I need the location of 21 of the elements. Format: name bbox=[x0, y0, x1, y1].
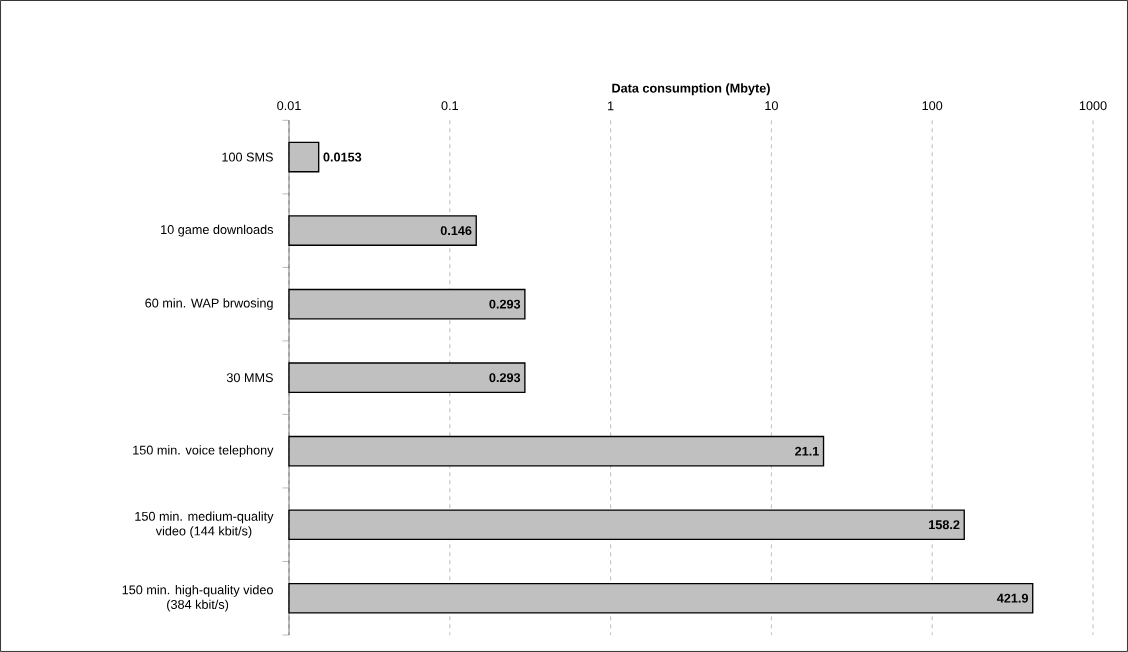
x-tick-label: 10 bbox=[765, 101, 778, 111]
data-label: 0.293 bbox=[489, 373, 521, 383]
y-tick-label: 60 min. WAP brwosing bbox=[145, 298, 273, 311]
x-tick-label: 1 bbox=[608, 101, 614, 111]
y-tick-label: 10 game downloads bbox=[161, 224, 274, 237]
y-tick-label: 150 min. high-quality video (384 kbit/s) bbox=[122, 585, 273, 612]
x-tick-label: 100 bbox=[922, 101, 943, 111]
x-tick-label: 0.01 bbox=[277, 101, 301, 111]
y-tick-label: 150 min. voice telephony bbox=[133, 445, 274, 458]
y-tick-label: 30 MMS bbox=[226, 373, 273, 383]
x-tick-label: 1000 bbox=[1079, 101, 1107, 111]
data-label: 0.146 bbox=[440, 226, 472, 236]
data-label: 21.1 bbox=[795, 446, 819, 456]
x-tick-label: 0.1 bbox=[441, 101, 458, 111]
data-label: 0.0153 bbox=[323, 152, 362, 162]
data-label: 0.293 bbox=[489, 299, 521, 309]
data-label: 421.9 bbox=[996, 593, 1028, 603]
y-tick-label: 100 SMS bbox=[222, 152, 273, 162]
data-label: 158.2 bbox=[929, 520, 960, 530]
y-tick-label: 150 min. medium-quality video (144 kbit/s) bbox=[135, 511, 274, 538]
x-axis-title: Data consumption (Mbyte) bbox=[612, 83, 770, 96]
